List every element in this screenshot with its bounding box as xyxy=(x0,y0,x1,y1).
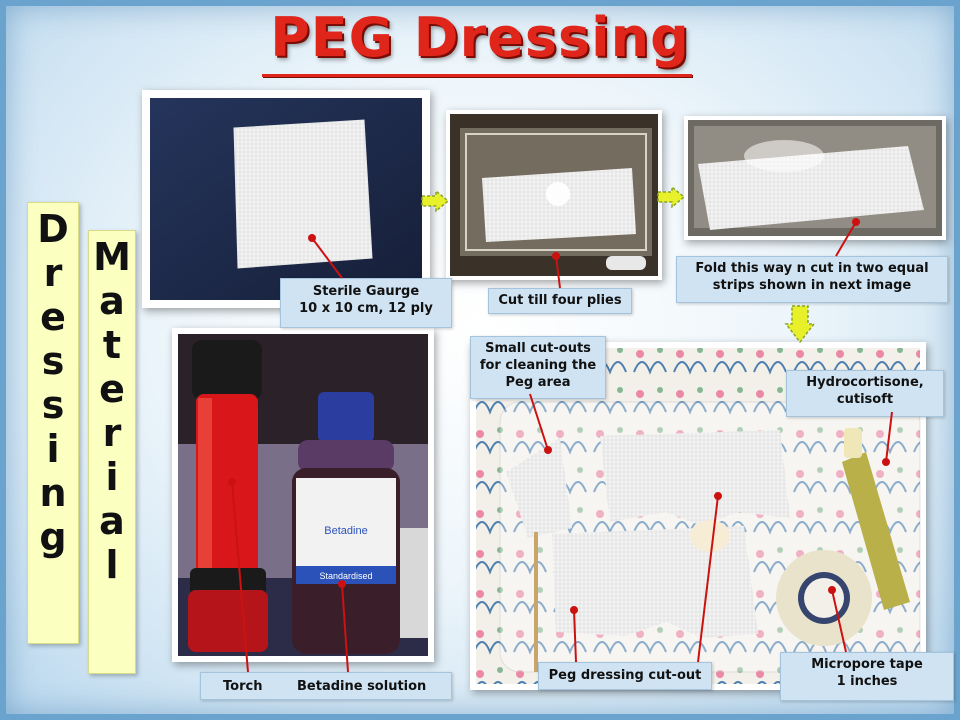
label-line: Peg area xyxy=(505,375,571,390)
arrow-right-icon xyxy=(421,190,450,212)
arrow-right-icon xyxy=(657,186,686,208)
page-title: PEG Dressing xyxy=(270,6,690,69)
label-small-cutouts: Small cut-outs for cleaning the Peg area xyxy=(470,336,606,399)
label-line: Cut till four plies xyxy=(498,293,622,308)
label-line: Betadine solution xyxy=(297,679,427,694)
side-letter: i xyxy=(46,427,60,471)
side-letter: t xyxy=(102,323,122,367)
side-word-material: M a t e r i a l xyxy=(88,230,136,674)
side-letter: r xyxy=(102,411,122,455)
bottle-brand-text: Betadine xyxy=(324,525,367,537)
side-letter: l xyxy=(105,543,119,587)
label-fold-strips: Fold this way n cut in two equal strips … xyxy=(676,256,948,303)
folded-strip-image xyxy=(688,120,942,236)
label-line: Hydrocortisone, xyxy=(806,375,924,390)
label-line: 1 inches xyxy=(836,674,898,689)
label-line: Torch xyxy=(223,679,263,694)
label-line: for cleaning the xyxy=(479,358,597,373)
photo-sterile-gauze xyxy=(142,90,430,308)
side-letter: a xyxy=(99,279,125,323)
side-letter: s xyxy=(41,339,65,383)
label-line: 10 x 10 cm, 12 ply xyxy=(299,301,433,316)
side-letter: n xyxy=(39,471,67,515)
side-letter: M xyxy=(93,235,131,279)
side-letter: e xyxy=(40,295,66,339)
cut-gauze-image xyxy=(450,114,658,276)
side-letter: i xyxy=(105,455,119,499)
side-letter: s xyxy=(41,383,65,427)
label-line: Micropore tape xyxy=(811,657,923,672)
label-line: strips shown in next image xyxy=(712,278,912,293)
side-word-dressing: D r e s s i n g xyxy=(27,202,79,644)
side-letter: a xyxy=(99,499,125,543)
label-sterile-gauze: Sterile Gaurge 10 x 10 cm, 12 ply xyxy=(280,278,452,328)
photo-folded-strip xyxy=(684,116,946,240)
label-line: Small cut-outs xyxy=(485,341,591,356)
label-micropore: Micropore tape 1 inches xyxy=(780,652,954,701)
label-torch-betadine: Torch Betadine solution xyxy=(200,672,452,700)
label-line: Sterile Gaurge xyxy=(312,284,420,299)
label-line: Fold this way n cut in two equal xyxy=(695,261,929,276)
title-underline xyxy=(262,74,692,77)
side-letter: r xyxy=(43,251,63,295)
label-cut-plies: Cut till four plies xyxy=(488,288,632,314)
photo-torch-betadine: Betadine Standardised xyxy=(172,328,434,662)
torch-betadine-image: Betadine Standardised xyxy=(178,334,428,656)
photo-cut-gauze xyxy=(446,110,662,280)
arrow-down-icon xyxy=(784,305,816,344)
side-letter: e xyxy=(99,367,125,411)
bottle-band-text: Standardised xyxy=(319,571,372,581)
side-letter: D xyxy=(37,207,69,251)
label-peg-cutout: Peg dressing cut-out xyxy=(538,662,712,690)
side-letter: g xyxy=(39,515,67,559)
gauze-image xyxy=(150,98,422,300)
label-line: cutisoft xyxy=(836,392,894,407)
label-line: Peg dressing cut-out xyxy=(548,668,702,683)
label-hydrocortisone: Hydrocortisone, cutisoft xyxy=(786,370,944,417)
